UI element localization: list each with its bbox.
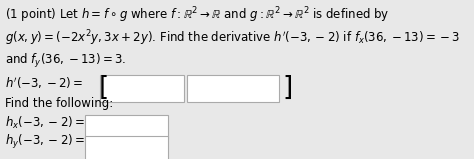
FancyBboxPatch shape <box>85 136 168 159</box>
FancyBboxPatch shape <box>85 115 168 139</box>
Text: $h_y(-3, -2) =$: $h_y(-3, -2) =$ <box>5 133 85 151</box>
Text: (1 point) Let $h = f \circ g$ where $f : \mathbb{R}^2 \rightarrow \mathbb{R}$ an: (1 point) Let $h = f \circ g$ where $f :… <box>5 6 390 25</box>
FancyBboxPatch shape <box>187 75 279 102</box>
FancyBboxPatch shape <box>100 75 183 102</box>
Text: $]$: $]$ <box>283 74 292 101</box>
Text: $g(x, y) = (-2x^2y, 3x + 2y)$. Find the derivative $h^{\prime}(-3, -2)$ if $f_x(: $g(x, y) = (-2x^2y, 3x + 2y)$. Find the … <box>5 29 460 48</box>
Text: and $f_y(36, -13) = 3$.: and $f_y(36, -13) = 3$. <box>5 52 126 70</box>
Text: $h_x(-3, -2) =$: $h_x(-3, -2) =$ <box>5 115 85 131</box>
Text: $[$: $[$ <box>98 74 108 101</box>
Text: $h^{\prime}(-3, -2) =$: $h^{\prime}(-3, -2) =$ <box>5 76 83 91</box>
Text: Find the following:: Find the following: <box>5 97 113 111</box>
